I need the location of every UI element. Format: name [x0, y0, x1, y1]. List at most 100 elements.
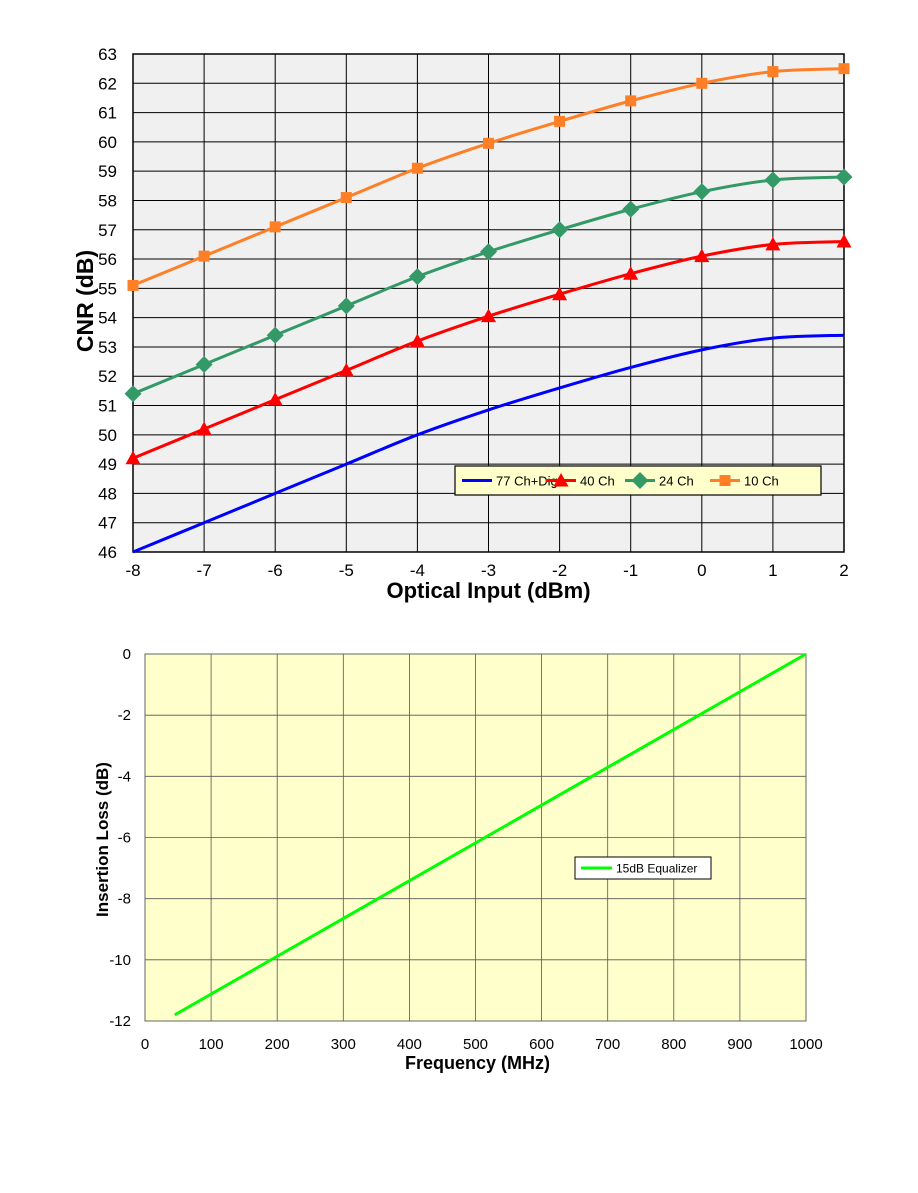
cnr-y-tick-label: 57 [98, 221, 117, 240]
cnr-y-tick-label: 49 [98, 455, 117, 474]
cnr-plot-border [132, 53, 845, 553]
cnr-point-24-ch [480, 243, 497, 261]
cnr-point-40-ch [836, 233, 852, 248]
cnr-legend-label-40-ch: 40 Ch [580, 474, 615, 489]
cnr-point-10-ch [483, 137, 494, 149]
il-x-tick-label: 300 [331, 1036, 356, 1053]
il-series-line-15db-equalizer [174, 652, 807, 1017]
cnr-chart: -8 -7 -6 -5 -4 -3 -2 -1 0 1 2 46 47 48 49 50 51 52 53 54 55 5… [72, 45, 853, 603]
cnr-legend-label-24-ch: 24 Ch [659, 474, 694, 489]
cnr-point-40-ch [338, 362, 354, 377]
cnr-point-40-ch [125, 450, 141, 465]
cnr-point-10-ch [838, 63, 850, 75]
cnr-x-tick-label: -3 [481, 561, 496, 580]
cnr-y-axis-title: CNR (dB) [72, 250, 98, 352]
cnr-y-tick-label: 58 [98, 191, 117, 210]
cnr-point-10-ch [696, 77, 708, 89]
il-x-tick-label: 800 [661, 1036, 686, 1053]
cnr-x-tick-label: 0 [697, 561, 706, 580]
il-x-tick-label: 1000 [789, 1036, 822, 1053]
cnr-x-tick-label: 2 [839, 561, 848, 580]
cnr-point-40-ch [481, 308, 496, 323]
cnr-point-24-ch [693, 183, 711, 201]
cnr-point-10-ch [127, 279, 139, 291]
cnr-x-tick-label: -6 [268, 561, 283, 580]
cnr-legend-marker-24-ch [631, 472, 649, 489]
cnr-legend-marker-40-ch [553, 473, 569, 487]
il-y-tick-label: 0 [123, 646, 131, 663]
insertion-loss-chart: 0 100 200 300 400 500 600 700 800 900 1000 0 -2 -4 -6 -… [93, 646, 823, 1073]
cnr-y-tick-label: 62 [98, 74, 117, 93]
cnr-x-tick-label: -5 [339, 561, 354, 580]
il-x-tick-label: 0 [141, 1036, 149, 1053]
il-x-tick-label: 600 [529, 1036, 554, 1053]
cnr-point-40-ch [196, 421, 212, 435]
cnr-x-tick-label: 1 [768, 561, 777, 580]
cnr-y-tick-label: 59 [98, 162, 117, 181]
cnr-legend-marker-10-ch [719, 475, 731, 486]
cnr-legend: 77 Ch+Dig 40 Ch 24 Ch 10 Ch [454, 465, 822, 496]
cnr-point-24-ch [124, 385, 142, 403]
cnr-point-10-ch [554, 115, 566, 127]
il-legend-label: 15dB Equalizer [616, 862, 697, 876]
cnr-point-10-ch [198, 250, 210, 262]
il-x-tick-label: 500 [463, 1036, 488, 1053]
cnr-y-tick-label: 52 [98, 367, 117, 386]
cnr-x-tick-label: -4 [410, 561, 425, 580]
il-y-tick-label: -2 [118, 707, 131, 724]
cnr-point-24-ch [764, 171, 782, 189]
cnr-x-axis-title: Optical Input (dBm) [386, 578, 590, 603]
il-x-tick-label: 400 [397, 1036, 422, 1053]
cnr-y-tick-label: 61 [98, 104, 117, 123]
cnr-y-tick-label: 63 [98, 45, 117, 64]
il-legend-box [574, 856, 712, 880]
cnr-y-tick-label: 50 [98, 426, 117, 445]
il-legend: 15dB Equalizer [574, 856, 712, 880]
il-plot-border [144, 653, 807, 1022]
cnr-point-24-ch [835, 168, 853, 186]
il-x-tick-label: 100 [199, 1036, 224, 1053]
cnr-point-40-ch [409, 333, 425, 348]
cnr-point-40-ch [267, 392, 283, 406]
cnr-point-24-ch [408, 268, 426, 286]
cnr-point-40-ch [694, 248, 710, 263]
cnr-y-tick-label: 48 [98, 484, 117, 503]
il-x-tick-label: 200 [265, 1036, 290, 1053]
cnr-legend-label-10-ch: 10 Ch [744, 474, 779, 489]
il-y-tick-label: -6 [118, 830, 131, 847]
cnr-point-10-ch [625, 95, 637, 107]
cnr-point-10-ch [340, 192, 352, 204]
cnr-point-10-ch [767, 66, 779, 78]
cnr-point-40-ch [765, 236, 781, 251]
cnr-point-10-ch [411, 162, 423, 174]
cnr-series-line-77-ch-dig [132, 333, 845, 554]
cnr-y-tick-label: 51 [98, 397, 117, 416]
cnr-x-tick-label: -1 [623, 561, 638, 580]
cnr-point-24-ch [337, 297, 355, 315]
cnr-point-24-ch [551, 221, 569, 239]
il-y-tick-label: -10 [109, 952, 131, 969]
cnr-y-tick-label: 54 [98, 309, 117, 328]
cnr-legend-label-77-ch-dig: 77 Ch+Dig [496, 474, 558, 489]
cnr-x-tick-label: -7 [197, 561, 212, 580]
cnr-y-tick-label: 47 [98, 514, 117, 533]
cnr-x-tick-label: -2 [552, 561, 567, 580]
il-x-axis-title: Frequency (MHz) [405, 1053, 550, 1073]
cnr-x-tick-label: -8 [125, 561, 140, 580]
cnr-y-tick-label: 60 [98, 133, 117, 152]
cnr-y-tick-label: 53 [98, 338, 117, 357]
il-y-axis-title: Insertion Loss (dB) [93, 762, 112, 917]
cnr-y-tick-label: 55 [98, 279, 117, 298]
cnr-point-24-ch [622, 200, 640, 218]
cnr-point-40-ch [552, 286, 568, 301]
cnr-y-tick-label: 56 [98, 250, 117, 269]
il-y-tick-label: -8 [118, 891, 131, 908]
il-x-tick-label: 900 [727, 1036, 752, 1053]
cnr-point-40-ch [623, 266, 639, 280]
il-x-tick-label: 700 [595, 1036, 620, 1053]
il-y-tick-label: -4 [118, 768, 131, 785]
cnr-point-24-ch [195, 356, 213, 374]
il-y-tick-label: -12 [109, 1013, 131, 1030]
